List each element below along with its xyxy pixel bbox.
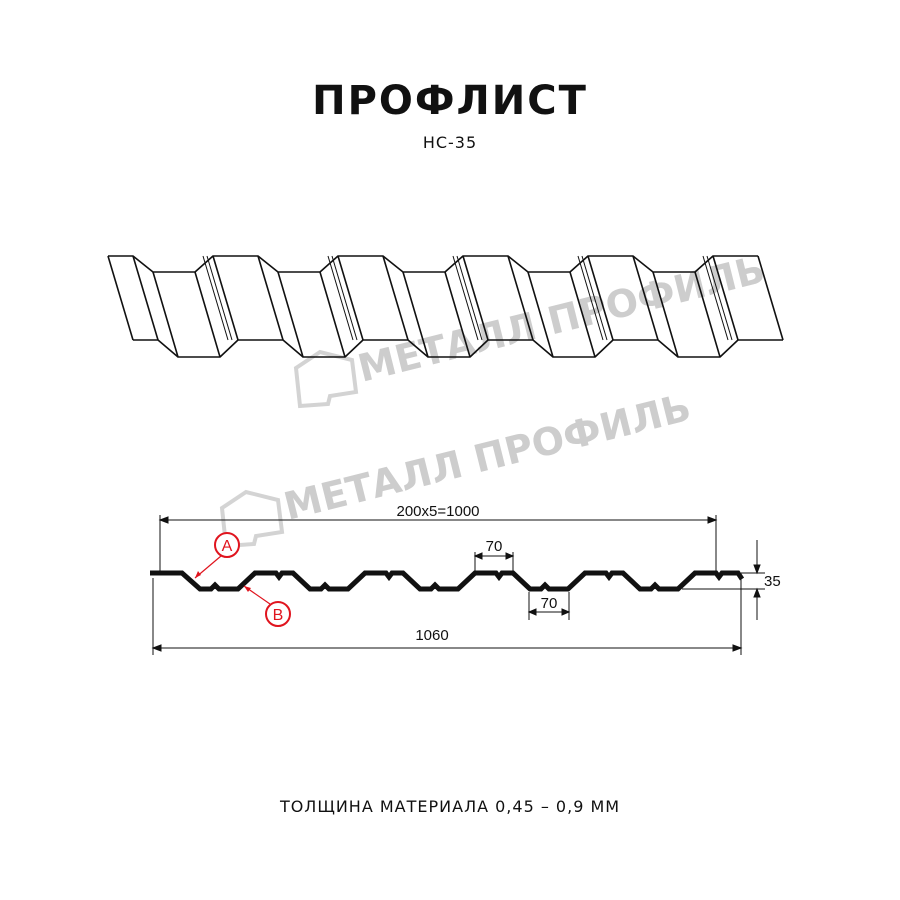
sheet-fold-line [757,255,784,341]
sheet-fold-line [319,271,346,358]
perspective-sheet [107,255,784,358]
sheet-rib-line [452,255,479,341]
watermark-lower: МЕТАЛЛ ПРОФИЛЬ [219,385,696,549]
sheet-top-edge [108,255,758,273]
sheet-fold-line [132,255,159,341]
sheet-rib-line [206,255,233,341]
sheet-fold-line [587,255,614,341]
sheet-fold-line [194,271,221,358]
callout-b-label: B [273,607,284,624]
watermark-logo-icon [293,349,359,409]
sheet-fold-line [107,255,134,341]
sheet-fold-line [527,271,554,358]
sheet-fold-line [402,271,429,358]
dim-label-bottom-flat: 70 [541,595,558,612]
sheet-rib-line [577,255,604,341]
sheet-fold-line [569,271,596,358]
sheet-fold-line [632,255,659,341]
watermark-text: МЕТАЛЛ ПРОФИЛЬ [280,385,696,529]
dimension-lines [151,515,765,655]
sheet-fold-line [277,271,304,358]
dim-label-full-width: 1060 [415,627,448,644]
sheet-fold-line [694,271,721,358]
cross-section-profile [150,570,745,592]
callout-a-label: A [222,538,233,555]
sheet-fold-line [257,255,284,341]
sheet-rib-line [456,255,483,341]
sheet-fold-line [212,255,239,341]
sheet-rib-line [327,255,354,341]
callout-a: A [194,532,240,579]
sheet-fold-line [382,255,409,341]
sheet-fold-line [652,271,679,358]
sheet-fold-line [444,271,471,358]
sheet-rib-line [702,255,729,341]
watermark-upper: МЕТАЛЛ ПРОФИЛЬ [293,247,769,409]
callout-b: B [243,585,291,627]
sheet-fold-line [712,255,739,341]
sheet-fold-line [462,255,489,341]
dim-label-top-flat: 70 [486,538,503,555]
sheet-rib-line [581,255,608,341]
sheet-rib-line [202,255,229,341]
dim-label-height: 35 [764,573,781,590]
sheet-fold-line [507,255,534,341]
material-thickness-note: ТОЛЩИНА МАТЕРИАЛА 0,45 – 0,9 ММ [279,797,621,816]
sheet-rib-line [331,255,358,341]
dim-label-pitch: 200x5=1000 [397,503,480,520]
sheet-bottom-edge [133,339,783,358]
sheet-fold-line [152,271,179,358]
sheet-fold-line [337,255,364,341]
model-subtitle: НС-35 [422,133,478,152]
page-title: ПРОФЛИСТ [312,78,588,124]
sheet-rib-line [706,255,733,341]
